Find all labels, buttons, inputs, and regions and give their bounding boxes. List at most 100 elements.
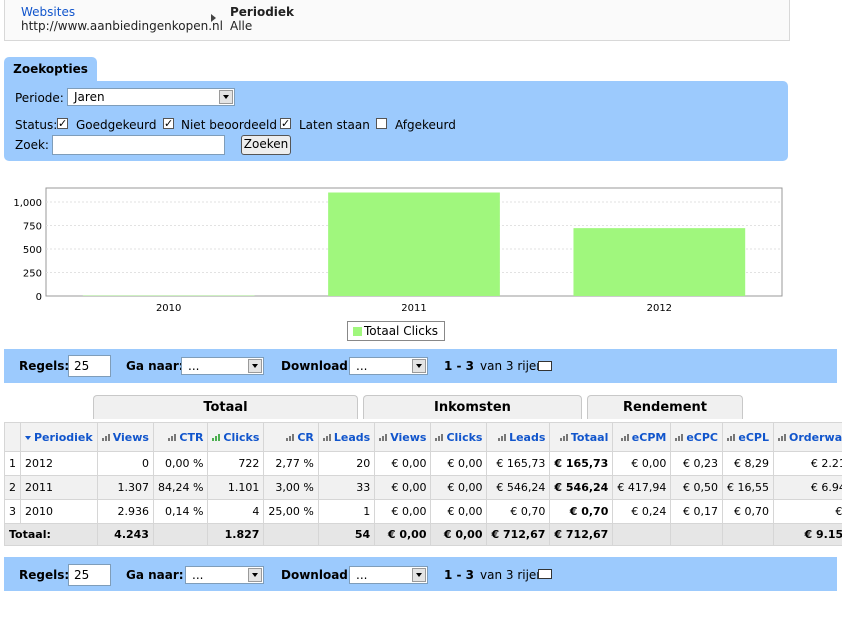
y-tick-label: 250: [23, 269, 42, 280]
table-cell: € 165,73: [486, 451, 551, 476]
search-button[interactable]: Zoeken: [241, 135, 291, 155]
goto-select[interactable]: ...: [181, 357, 264, 375]
chevron-down-icon: [248, 568, 262, 582]
table-total-cell: € 712,67: [486, 523, 551, 546]
header-periodiek[interactable]: Periodiek: [20, 422, 98, 452]
table-cell: 1: [4, 451, 21, 476]
header-cr[interactable]: CR: [263, 422, 319, 452]
search-input[interactable]: [52, 135, 225, 155]
header-orderwaarde[interactable]: Orderwaarde: [772, 422, 842, 452]
header-views[interactable]: Views: [96, 422, 154, 452]
period-select[interactable]: Jaren: [67, 88, 235, 106]
goto-value: ...: [188, 359, 200, 373]
rows-input[interactable]: 25: [68, 355, 111, 377]
table-total-cell: [670, 523, 723, 546]
table-cell: € 0,00: [374, 475, 432, 500]
download-value: ...: [356, 568, 368, 582]
tab-zoekopties[interactable]: Zoekopties: [4, 57, 97, 82]
header-label: Orderwaarde: [789, 430, 842, 444]
breadcrumb-websites-link[interactable]: Websites: [21, 5, 76, 19]
table-cell: 3,00 %: [263, 475, 319, 500]
range-bold: 1 - 3: [444, 568, 475, 582]
header-label: CTR: [179, 430, 204, 444]
print-icon[interactable]: [538, 569, 552, 579]
header-label: eCPL: [738, 430, 769, 444]
header-label: Clicks: [446, 430, 483, 444]
bar-chart-icon: [620, 433, 629, 441]
table-cell: € 0,70: [486, 499, 551, 524]
bar-chart-icon: [379, 433, 388, 441]
table-cell: 0,14 %: [152, 499, 209, 524]
header-ecpc[interactable]: eCPC: [670, 422, 723, 452]
bar-chart-icon: [778, 433, 786, 441]
goto-label: Ga naar:: [126, 359, 184, 373]
header-ctr[interactable]: CTR: [152, 422, 209, 452]
table-cell: 2012: [20, 451, 98, 476]
header-clicks[interactable]: Clicks: [207, 422, 265, 452]
y-tick-label: 500: [23, 245, 42, 256]
goto-select[interactable]: ...: [185, 566, 264, 584]
download-select[interactable]: ...: [349, 357, 428, 375]
header-index: [4, 422, 21, 452]
table-cell: € 0,00: [430, 451, 488, 476]
table-cell: 2010: [20, 499, 98, 524]
search-panel: Periode: Jaren Status: ✓ Goedgekeurd ✓ N…: [4, 81, 788, 161]
table-cell: 2011: [20, 475, 98, 500]
table-row: 3 2010 2.936 0,14 % 4 25,00 % 1 € 0,00 € 0,00 € 0…: [4, 499, 842, 524]
table-cell: 2: [4, 475, 21, 500]
breadcrumb-website-url: http://www.aanbiedingenkopen.nl: [21, 19, 223, 33]
bar-2011[interactable]: [328, 192, 500, 296]
bar-chart-icon: [101, 433, 110, 441]
rows-label: Regels:: [19, 359, 70, 373]
table-row: 1 2012 0 0,00 % 722 2,77 % 20 € 0,00 € 0,00 € 165…: [4, 451, 842, 476]
table-header-row: Periodiek Views CTR Clicks CR Leads View…: [4, 422, 842, 452]
header-inkomsten-views[interactable]: Views: [374, 422, 432, 452]
table-cell: 1.307: [96, 475, 154, 500]
status-checkbox-niet-beoordeeld[interactable]: ✓: [163, 117, 174, 130]
table-total-cell: [722, 523, 774, 546]
bar-chart-icon: [322, 433, 331, 441]
table-cell: € 0,70: [549, 499, 614, 524]
header-ecpl[interactable]: eCPL: [722, 422, 774, 452]
header-ecpm[interactable]: eCPM: [612, 422, 672, 452]
pager-top: Regels: 25 Ga naar: ... Download: ... 1 …: [4, 349, 837, 383]
rows-input[interactable]: 25: [68, 564, 111, 586]
group-totaal: Totaal: [93, 395, 358, 419]
status-checkbox-goedgekeurd[interactable]: ✓: [57, 117, 68, 130]
status-label-goedgekeurd: Goedgekeurd: [76, 118, 157, 132]
bar-chart-icon: [498, 433, 507, 441]
header-leads[interactable]: Leads: [317, 422, 376, 452]
header-inkomsten-clicks[interactable]: Clicks: [430, 422, 488, 452]
breadcrumb-arrow-icon: [211, 14, 216, 22]
rows-value: 25: [74, 568, 90, 582]
bar-chart-icon: [168, 433, 177, 441]
table-row: 2 2011 1.307 84,24 % 1.101 3,00 % 33 € 0,00 € 0,…: [4, 475, 842, 500]
table-cell: € 0,00: [374, 499, 432, 524]
period-label: Periode:: [15, 91, 64, 105]
download-select[interactable]: ...: [349, 566, 428, 584]
table-cell: 722: [207, 451, 265, 476]
table-cell: € 8,29: [722, 451, 774, 476]
table-total-cell: € 0,00: [374, 523, 432, 546]
period-select-value: Jaren: [74, 90, 105, 104]
x-tick-label: 2010: [156, 303, 181, 314]
range-bold: 1 - 3: [444, 359, 475, 373]
table-cell: € 0,50: [670, 475, 723, 500]
table-total-cell: € 9.157,74: [772, 523, 842, 546]
header-inkomsten-leads[interactable]: Leads: [486, 422, 551, 452]
table-total-cell: 54: [317, 523, 376, 546]
status-checkbox-afgekeurd[interactable]: [376, 118, 387, 129]
table-cell: € 6,95: [772, 499, 842, 524]
header-totaal[interactable]: Totaal: [549, 422, 614, 452]
header-label: Leads: [333, 430, 371, 444]
status-label-laten-staan: Laten staan: [299, 118, 370, 132]
group-inkomsten: Inkomsten: [363, 395, 582, 419]
table-cell: € 0,70: [722, 499, 774, 524]
status-checkbox-laten-staan[interactable]: ✓: [280, 117, 291, 130]
print-icon[interactable]: [538, 361, 552, 371]
table-total-cell: € 712,67: [549, 523, 614, 546]
header-label: Periodiek: [34, 430, 93, 444]
table-cell: € 6.940,40: [772, 475, 842, 500]
bar-2012[interactable]: [573, 228, 746, 296]
table-total-cell: Totaal:: [4, 523, 98, 546]
